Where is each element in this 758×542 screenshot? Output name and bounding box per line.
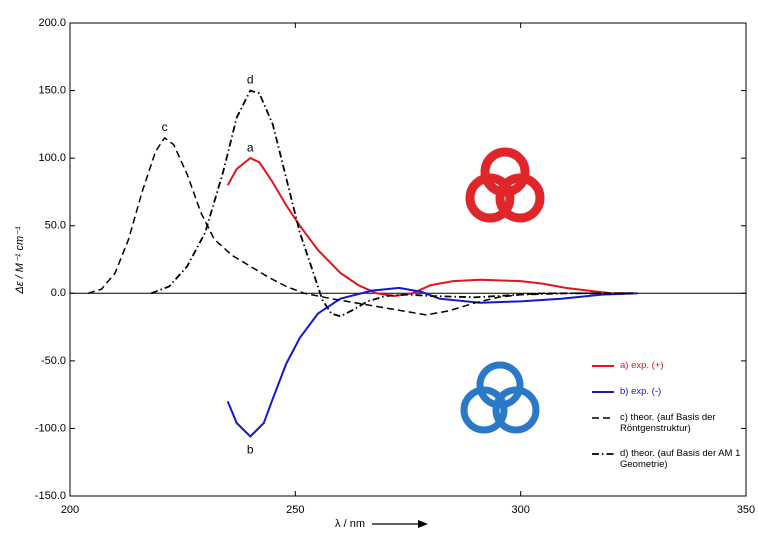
annotation: d: [247, 73, 254, 87]
plot-frame: [69, 22, 747, 497]
legend-swatch: [592, 453, 614, 455]
y-tick-label: -150.0: [35, 490, 66, 502]
y-tick-label: 0.0: [51, 287, 66, 299]
legend-swatch: [592, 391, 614, 393]
knot-red: [465, 147, 545, 223]
y-tick-label: 200.0: [38, 17, 66, 29]
legend-entry: a) exp. (+): [590, 360, 750, 372]
legend-label: d) theor. (auf Basis der AM 1 Geometrie): [620, 448, 741, 470]
x-axis-arrow: [372, 520, 428, 528]
annotation: b: [247, 443, 254, 457]
knot-loop: [460, 386, 508, 434]
y-axis-label: Δε / M⁻¹ cm⁻¹: [14, 226, 26, 295]
x-tick-label: 350: [737, 504, 755, 516]
series-line: [226, 156, 634, 298]
arrow-head: [418, 520, 428, 528]
series-line: [226, 286, 638, 438]
legend-label: b) exp. (-): [620, 386, 662, 397]
legend: a) exp. (+) b) exp. (-) c) theor. (auf Bas…: [590, 360, 750, 484]
series-line: [87, 136, 634, 316]
legend-entry: d) theor. (auf Basis der AM 1 Geometrie): [590, 448, 750, 470]
annotation: a: [247, 140, 254, 154]
x-tick-label: 300: [511, 504, 529, 516]
legend-swatch: [592, 417, 614, 419]
knot-blue: [460, 361, 540, 434]
legend-entry: b) exp. (-): [590, 386, 750, 398]
series-line: [150, 89, 634, 318]
annotation: c: [162, 120, 168, 134]
y-tick-label: 50.0: [45, 220, 66, 232]
x-tick-label: 250: [286, 504, 304, 516]
legend-label: c) theor. (auf Basis der Röntgenstruktur…: [620, 412, 716, 434]
y-tick-label: 150.0: [38, 84, 66, 96]
knot-loop: [465, 173, 515, 223]
y-tick-label: -100.0: [35, 422, 66, 434]
x-axis-label: λ / nm: [335, 518, 365, 530]
legend-swatch: [592, 365, 614, 367]
knot-loop: [492, 386, 540, 434]
x-tick-label: 200: [61, 504, 79, 516]
knot-loop: [495, 173, 545, 223]
legend-label: a) exp. (+): [620, 360, 664, 371]
y-tick-label: 100.0: [38, 152, 66, 164]
y-tick-label: -50.0: [41, 355, 66, 367]
legend-entry: c) theor. (auf Basis der Röntgenstruktur…: [590, 412, 750, 434]
